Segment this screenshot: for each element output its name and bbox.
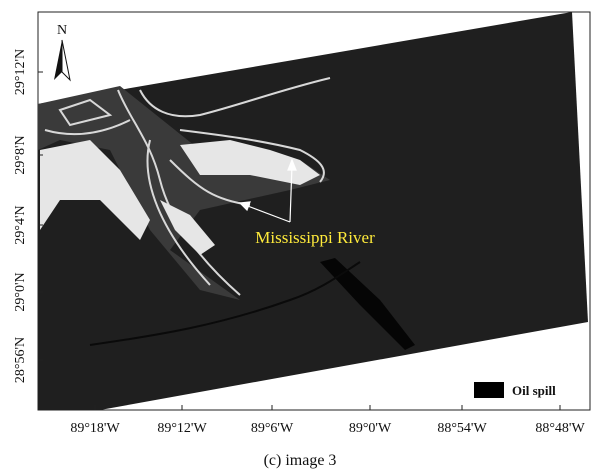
lat-label: 29°0'N: [13, 272, 28, 311]
north-label: N: [57, 23, 67, 38]
lat-label: 29°4'N: [13, 205, 28, 244]
map-figure: Mississippi River N Oil spill 29°12'N 29°…: [0, 0, 601, 474]
lon-label: 88°54'W: [437, 421, 487, 436]
lon-label: 89°12'W: [157, 421, 207, 436]
lon-label: 89°0'W: [349, 421, 392, 436]
legend-swatch: [474, 382, 504, 398]
lon-label: 88°48'W: [535, 421, 585, 436]
lon-label: 89°6'W: [251, 421, 294, 436]
river-label: Mississippi River: [255, 228, 375, 247]
lon-label: 89°18'W: [70, 421, 120, 436]
legend-label: Oil spill: [512, 383, 556, 398]
lat-label: 28°56'N: [13, 337, 28, 383]
lat-label: 29°8'N: [13, 135, 28, 174]
lat-label: 29°12'N: [13, 49, 28, 95]
caption: (c) image 3: [264, 452, 337, 469]
